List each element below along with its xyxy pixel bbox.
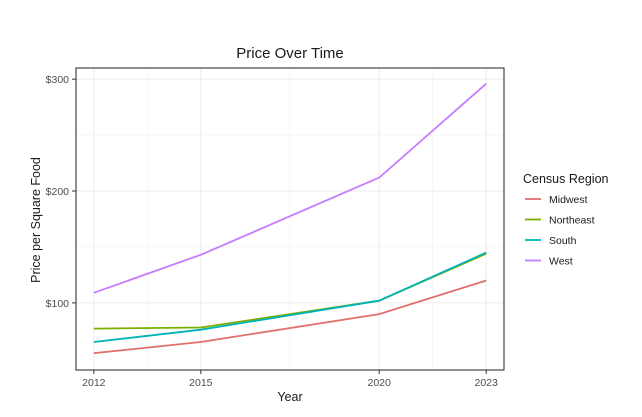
legend: Census Region Midwest Northeast South West — [523, 172, 609, 268]
y-axis-title: Price per Square Food — [29, 157, 43, 283]
x-tick-label: 2012 — [82, 377, 106, 389]
series-line-west — [93, 83, 487, 294]
legend-label-midwest: Midwest — [549, 194, 588, 206]
legend-items: Midwest Northeast South West — [525, 194, 595, 268]
axes: 2012 2015 2020 2023 $100 $200 $300 — [46, 74, 498, 389]
plot-panel-border — [75, 67, 505, 371]
series-line-south — [93, 251, 487, 343]
legend-label-northeast: Northeast — [549, 215, 595, 227]
series-lines — [93, 83, 487, 355]
y-tick-label: $100 — [46, 298, 70, 310]
x-tick-label: 2020 — [367, 377, 391, 389]
x-tick-label: 2015 — [189, 377, 213, 389]
series-line-midwest — [93, 279, 487, 355]
y-tick-label: $200 — [46, 186, 70, 198]
chart-title: Price Over Time — [236, 45, 344, 62]
grid-lines — [76, 68, 504, 370]
x-tick-label: 2023 — [474, 377, 498, 389]
y-tick-label: $300 — [46, 74, 70, 86]
x-axis-title: Year — [277, 390, 302, 404]
legend-title: Census Region — [523, 172, 609, 186]
legend-label-west: West — [549, 256, 573, 268]
legend-label-south: South — [549, 235, 577, 247]
